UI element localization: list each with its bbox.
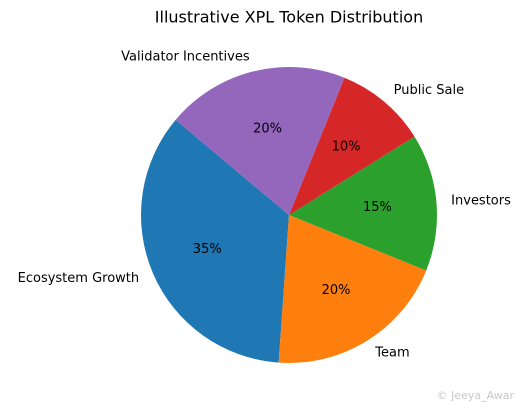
value-label: 20%: [322, 283, 351, 298]
chart-title: Illustrative XPL Token Distribution: [155, 8, 423, 27]
pie-slice: [289, 77, 415, 215]
category-label: Investors: [451, 193, 511, 208]
value-label: 20%: [253, 121, 282, 136]
pie-slice: [289, 136, 437, 271]
watermark: © Jeeya_Awar: [437, 389, 515, 402]
category-label: Team: [374, 346, 409, 361]
category-label: Ecosystem Growth: [18, 271, 140, 286]
category-label: Validator Incentives: [121, 50, 250, 65]
value-label: 10%: [332, 139, 361, 154]
pie-slice: [278, 215, 427, 363]
pie-slice: [175, 66, 345, 215]
pie-slice: [141, 119, 289, 363]
value-label: 35%: [193, 242, 222, 257]
value-label: 15%: [363, 200, 392, 215]
category-label: Public Sale: [394, 83, 464, 98]
